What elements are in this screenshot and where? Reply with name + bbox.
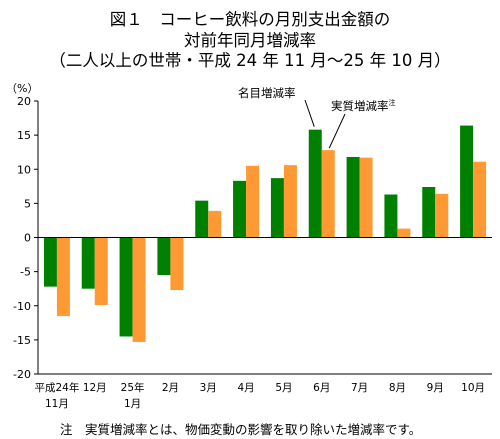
real-bar [56,237,70,316]
chart-title-line-3: （二人以上の世帯・平成 24 年 11 月～25 年 10 月） [49,51,451,70]
nominal-bar [43,237,57,287]
nominal-bar [119,237,133,337]
real-bar [473,161,487,238]
nominal-bar [81,237,95,289]
nominal-series-label: 名目増減率 [238,86,296,100]
real-bar [359,157,373,238]
real-bar [208,210,222,238]
x-tick-label: 7月 [351,382,368,394]
y-tick-label: -15 [13,334,31,347]
y-axis-label: （%） [6,82,38,95]
y-tick-label: 0 [24,232,31,245]
nominal-bar [384,194,398,238]
real-bar [132,237,146,342]
x-tick-label: 11月 [45,398,69,410]
y-tick-label: -5 [20,266,31,279]
real-series-label: 実質増減率注 [331,98,396,113]
y-tick-label: -10 [13,300,31,313]
footnote: 注 実質増減率とは、物価変動の影響を取り除いた増減率です。 [60,422,422,437]
nominal-leader-line [304,99,315,127]
x-tick-label: 10月 [461,382,485,394]
real-bar [397,228,411,238]
nominal-bar [460,125,474,238]
nominal-bar [422,186,436,238]
real-bar [170,237,184,291]
x-tick-label: 8月 [389,382,406,394]
y-tick-label: 20 [17,95,31,108]
x-tick-label: 6月 [313,382,330,394]
nominal-bar [157,237,171,276]
x-tick-label: 5月 [275,382,292,394]
x-tick-label: 1月 [124,398,141,410]
real-bar [321,150,335,238]
nominal-bar [195,200,209,238]
y-tick-label: 10 [17,163,31,176]
chart-title-line-2: 対前年同月増減率 [184,31,316,50]
x-tick-label: 平成24年 [34,381,79,394]
real-bar [283,165,297,238]
real-bar [435,193,449,238]
nominal-bar [233,180,247,238]
real-bar [246,165,260,238]
x-tick-label: 4月 [237,382,254,394]
x-tick-label: 2月 [162,382,179,394]
y-tick-label: 15 [17,129,31,142]
x-tick-label: 9月 [427,382,444,394]
real-bar [94,237,108,306]
real-leader-line [328,113,346,149]
nominal-bar [346,156,360,238]
nominal-bar [308,129,322,238]
x-tick-label: 12月 [83,382,107,394]
y-tick-label: 5 [24,197,31,210]
real-series-note-mark: 注 [389,98,396,107]
y-tick-label: -20 [13,368,31,381]
x-tick-label: 3月 [200,382,217,394]
nominal-bar [270,178,284,238]
chart-title-line-1: 図１ コーヒー飲料の月別支出金額の [109,10,391,29]
x-tick-label: 25年 [121,381,145,394]
